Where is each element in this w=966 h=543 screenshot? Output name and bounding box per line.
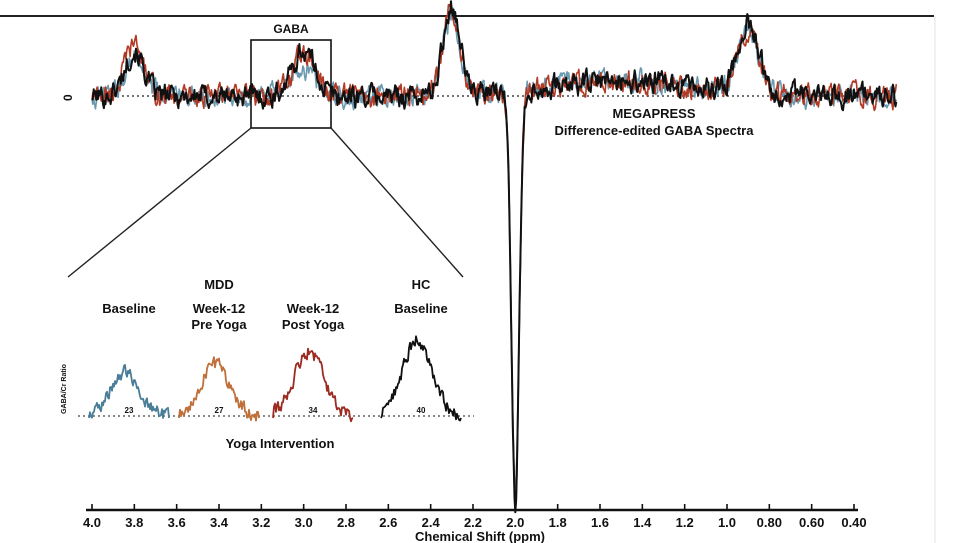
inset-condition-label: Pre Yoga	[191, 317, 247, 332]
inset-value-label: 23	[125, 406, 134, 415]
x-tick-label: 2.6	[379, 515, 397, 530]
x-tick-label: 3.0	[295, 515, 313, 530]
inset-value-label: 34	[309, 406, 318, 415]
gaba-box	[250, 39, 332, 129]
inset-trace-0	[88, 364, 170, 419]
x-tick-label: 0.80	[757, 515, 782, 530]
inset-trace-1	[178, 356, 260, 422]
zoom-line-right	[330, 127, 464, 278]
group-label-mdd: MDD	[204, 277, 234, 292]
x-tick-label: 3.2	[252, 515, 270, 530]
inset-condition-label: Baseline	[394, 301, 447, 316]
zoom-line-left	[67, 127, 252, 278]
inset-y-label: GABA/Cr Ratio	[61, 364, 68, 414]
x-tick-label: 2.0	[506, 515, 524, 530]
x-tick-label: 0.40	[841, 515, 866, 530]
x-axis-title: Chemical Shift (ppm)	[415, 529, 545, 543]
chart-subtitle: Difference-edited GABA Spectra	[555, 123, 755, 138]
inset-condition-label: Baseline	[102, 301, 155, 316]
inset-condition-label: Week-12	[193, 301, 246, 316]
x-tick-label: 2.8	[337, 515, 355, 530]
inset-trace-2	[272, 347, 354, 423]
x-tick-label: 1.0	[718, 515, 736, 530]
x-tick-label: 2.4	[422, 515, 441, 530]
x-axis-ticks: 4.0 3.8 3.6 3.4 3.2 3.0 2.8 2.6 2.4 2.2 2.0 1.8 1.6 1…	[83, 504, 867, 530]
inset-value-label: 27	[215, 406, 224, 415]
x-tick-label: 1.6	[591, 515, 609, 530]
gaba-box-label: GABA	[273, 22, 309, 36]
x-tick-label: 3.6	[168, 515, 186, 530]
spectrum-line-2	[91, 7, 898, 488]
inset-condition-label: Post Yoga	[282, 317, 345, 332]
x-tick-label: 3.8	[125, 515, 143, 530]
x-tick-label: 0.60	[799, 515, 824, 530]
inset-value-label: 40	[417, 406, 426, 415]
y-zero-label: 0	[61, 94, 75, 101]
x-tick-label: 4.0	[83, 515, 101, 530]
inset-x-label: Yoga Intervention	[226, 436, 335, 451]
x-tick-label: 1.2	[676, 515, 694, 530]
inset-trace-3	[380, 335, 462, 422]
chart-title: MEGAPRESS	[612, 106, 695, 121]
x-tick-label: 1.8	[549, 515, 567, 530]
spectrum-line-0	[91, 0, 898, 514]
x-tick-label: 1.4	[633, 515, 652, 530]
group-label-hc: HC	[412, 277, 431, 292]
x-tick-label: 3.4	[210, 515, 229, 530]
x-tick-label: 2.2	[464, 515, 482, 530]
inset-condition-label: Week-12	[287, 301, 340, 316]
spectrum-line-1	[91, 3, 898, 513]
spectra-series	[91, 0, 898, 514]
